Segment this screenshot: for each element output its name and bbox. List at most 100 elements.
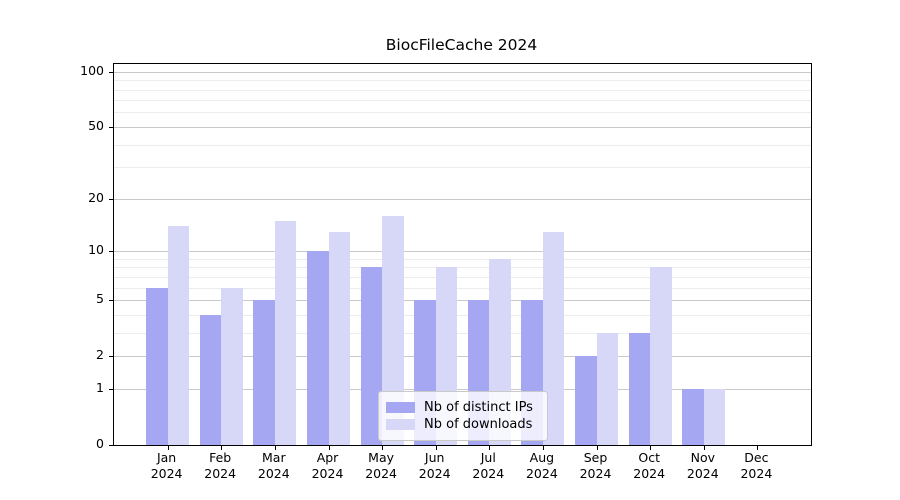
gridline-minor [114,314,811,316]
legend-swatch-downloads [386,419,415,430]
gridline-minor [114,276,811,278]
y-tick-label: 20 [88,189,104,205]
y-tick-mark [109,445,113,446]
gridline-major [114,251,811,252]
bar-feb-downloads [221,287,243,445]
y-tick-label: 50 [88,117,104,133]
bar-nov-distinct-ips [682,388,704,445]
bar-may-downloads [382,215,404,445]
x-tick-label: Jun 2024 [403,450,467,481]
x-tick-mark [757,446,759,450]
y-tick-label: 2 [96,347,104,363]
x-tick-label: May 2024 [349,450,413,481]
gridline-minor [114,287,811,289]
bar-nov-downloads [703,388,726,445]
bar-sep-distinct-ips [575,356,597,445]
x-tick-month: May [368,450,395,465]
x-tick-month: Dec [744,450,769,465]
y-tick-mark [109,126,113,128]
x-tick-year: 2024 [365,465,397,481]
x-tick-mark [650,446,652,450]
gridline-minor [114,167,811,169]
gridline-major [114,198,811,200]
x-tick-mark [328,446,330,450]
x-tick-label: Nov 2024 [671,450,735,481]
legend-label-distinct-ips: Nb of distinct IPs [424,400,533,415]
bar-apr-distinct-ips [307,251,329,445]
x-tick-month: Oct [638,450,660,465]
bar-oct-downloads [650,267,672,445]
legend-label-downloads: Nb of downloads [424,417,533,432]
x-tick-year: 2024 [579,465,612,481]
y-tick-mark [109,251,113,252]
x-tick-month: Jun [424,450,445,465]
bar-jan-distinct-ips [146,287,168,445]
x-tick-mark [221,446,223,450]
x-tick-label: Jan 2024 [135,450,199,481]
bar-feb-distinct-ips [199,314,222,445]
x-tick-mark [382,446,384,450]
gridline-minor [114,100,811,102]
legend-swatch-distinct-ips [386,402,415,413]
x-tick-year: 2024 [257,465,290,481]
x-tick-mark [274,446,276,450]
y-tick-label: 5 [96,291,104,306]
x-tick-year: 2024 [150,465,183,481]
x-tick-label: Feb 2024 [188,450,252,481]
y-tick-mark [109,356,113,358]
bar-aug-downloads [542,231,565,445]
bar-oct-distinct-ips [628,332,651,445]
y-tick-label: 1 [96,379,104,395]
bar-sep-downloads [596,332,618,445]
legend-item-downloads: Nb of downloads [386,417,539,432]
y-tick-mark [109,388,113,390]
x-tick-year: 2024 [525,465,558,481]
x-tick-mark [542,446,544,450]
y-tick-mark [109,198,113,200]
x-tick-year: 2024 [311,465,344,481]
gridline-major [114,356,811,358]
y-tick-mark [109,71,113,73]
x-tick-label: Sep 2024 [564,450,628,481]
x-tick-mark [435,446,437,450]
x-tick-month: Jul [480,450,496,465]
x-tick-year: 2024 [204,465,237,481]
gridline-minor [114,267,811,269]
x-tick-year: 2024 [686,465,719,481]
chart-title: BiocFileCache 2024 [385,36,538,54]
gridline-minor [114,80,811,82]
y-tick-label: 0 [96,436,104,451]
x-tick-month: Nov [690,450,715,465]
x-tick-mark [167,446,169,450]
x-tick-year: 2024 [418,465,451,481]
x-tick-month: Jan [156,450,177,465]
gridline-major [114,388,811,390]
x-tick-month: Aug [529,450,555,465]
legend-item-distinct-ips: Nb of distinct IPs [386,400,539,415]
legend: Nb of distinct IPs Nb of downloads [378,391,548,441]
x-tick-month: Sep [583,450,608,465]
x-tick-year: 2024 [472,465,505,481]
bar-may-distinct-ips [360,267,383,445]
bar-mar-downloads [274,220,297,445]
gridline-minor [114,89,811,91]
x-tick-mark [596,446,598,450]
x-tick-label: Apr 2024 [296,450,360,481]
y-tick-label: 10 [88,242,104,257]
bar-apr-downloads [328,231,350,445]
x-tick-month: Feb [209,450,232,465]
y-tick-label: 100 [80,62,104,78]
x-tick-month: Apr [316,450,339,465]
plot-area [109,63,812,450]
x-tick-mark [489,446,491,450]
x-tick-label: Oct 2024 [617,450,681,481]
x-tick-label: Aug 2024 [510,450,574,481]
gridline-minor [114,144,811,146]
x-tick-year: 2024 [633,465,666,481]
gridline-minor [114,258,811,260]
x-tick-month: Mar [262,450,286,465]
x-tick-mark [703,446,705,450]
x-tick-label: Jul 2024 [456,450,520,481]
gridline-minor [114,112,811,114]
